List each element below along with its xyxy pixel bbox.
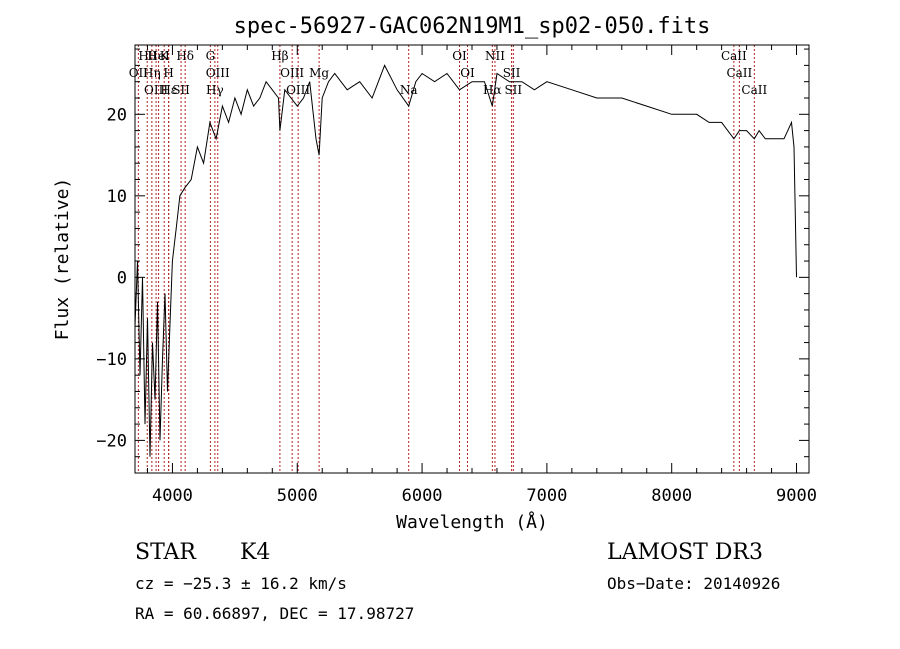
line-label: SII — [504, 83, 522, 97]
line-label: Hβ — [271, 49, 288, 63]
plot-frame — [134, 44, 810, 474]
line-label: OIII — [280, 66, 304, 80]
x-tick-label: 4000 — [152, 486, 193, 506]
line-label: Mg — [309, 66, 329, 80]
x-tick-label: 9000 — [776, 486, 817, 506]
line-label: CaII — [741, 83, 767, 97]
line-label: Hθ — [138, 49, 156, 63]
line-label: G — [206, 49, 216, 63]
y-tick-label: 0 — [117, 268, 127, 288]
y-tick-label: 20 — [107, 105, 127, 125]
spectrum-series-line — [134, 64, 797, 457]
ra-dec-coordinates: RA = 60.66897, DEC = 17.98727 — [135, 604, 414, 623]
spectral-line-labels: Hθ OII OIII KH Hε HeI Hη SII Hδ OIII Hγ G OIII OIII Hβ… — [129, 49, 768, 97]
y-axis: −20 −10 0 10 20 — [96, 48, 809, 474]
x-axis-label: Wavelength (Å) — [396, 511, 548, 533]
y-tick-label: −20 — [96, 431, 127, 451]
object-class: STAR — [135, 540, 197, 565]
observation-date: Obs−Date: 20140926 — [607, 574, 780, 593]
line-label: OI — [460, 66, 475, 80]
line-label: HeI — [147, 49, 170, 63]
survey-name: LAMOST DR3 — [607, 540, 763, 565]
x-tick-label: 6000 — [402, 486, 443, 506]
y-axis-label: Flux (relative) — [52, 178, 73, 341]
y-tick-label: −10 — [96, 350, 127, 370]
redshift-velocity: cz = −25.3 ± 16.2 km/s — [135, 574, 347, 593]
line-label: CaII — [721, 49, 747, 63]
line-label: H — [163, 66, 173, 80]
object-subclass: K4 — [240, 540, 270, 565]
line-label: NII — [485, 49, 505, 63]
x-tick-label: 5000 — [277, 486, 318, 506]
chart-title: spec-56927-GAC062N19M1_sp02-050.fits — [234, 14, 711, 39]
line-label: SII — [172, 83, 190, 97]
line-label: Na — [400, 83, 418, 97]
line-label: OII — [129, 66, 149, 80]
line-label: Hη — [143, 66, 161, 80]
line-label: OIII — [286, 83, 310, 97]
line-label: OI — [452, 49, 467, 63]
x-axis: 4000 5000 6000 7000 8000 9000 — [146, 45, 817, 506]
line-label: OIII — [144, 83, 168, 97]
spectral-line-markers — [137, 45, 755, 473]
line-label: K — [160, 49, 170, 63]
line-label: SII — [503, 66, 521, 80]
line-label: OIII — [206, 66, 230, 80]
y-tick-label: 10 — [107, 187, 127, 207]
line-label: Hε — [160, 83, 177, 97]
line-label: Hγ — [206, 83, 224, 97]
x-tick-label: 8000 — [651, 486, 692, 506]
line-label: Hα — [483, 83, 502, 97]
x-tick-label: 7000 — [526, 486, 567, 506]
line-label: Hδ — [176, 49, 194, 63]
line-label: CaII — [726, 66, 752, 80]
